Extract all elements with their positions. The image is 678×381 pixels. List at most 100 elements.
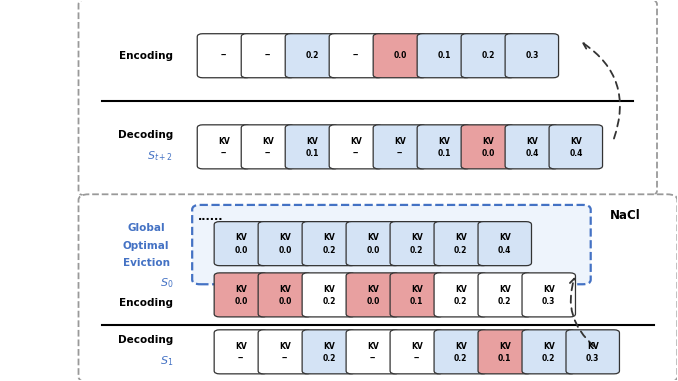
Text: KV: KV: [543, 342, 555, 351]
FancyBboxPatch shape: [549, 125, 603, 169]
FancyBboxPatch shape: [505, 125, 559, 169]
FancyBboxPatch shape: [192, 205, 591, 284]
FancyBboxPatch shape: [346, 273, 399, 317]
FancyBboxPatch shape: [197, 34, 251, 78]
Text: KV: KV: [411, 342, 422, 351]
Text: $S_{t+2}$: $S_{t+2}$: [147, 149, 174, 163]
FancyBboxPatch shape: [346, 222, 399, 266]
Text: 0.1: 0.1: [498, 354, 511, 363]
FancyBboxPatch shape: [302, 273, 355, 317]
FancyBboxPatch shape: [330, 125, 382, 169]
Text: --: --: [282, 354, 288, 363]
Text: --: --: [397, 149, 403, 158]
Text: 0.1: 0.1: [410, 297, 424, 306]
Text: 0.1: 0.1: [437, 51, 451, 60]
FancyBboxPatch shape: [214, 222, 268, 266]
Text: 0.2: 0.2: [454, 297, 467, 306]
Text: KV: KV: [543, 285, 555, 294]
Text: 0.2: 0.2: [498, 297, 511, 306]
FancyBboxPatch shape: [302, 330, 355, 374]
Text: 0.2: 0.2: [322, 354, 336, 363]
Text: Eviction: Eviction: [123, 258, 170, 267]
Text: --: --: [265, 51, 271, 60]
Text: Optimal: Optimal: [123, 240, 170, 251]
FancyBboxPatch shape: [241, 34, 295, 78]
Text: Encoding: Encoding: [119, 51, 174, 61]
FancyBboxPatch shape: [434, 330, 487, 374]
Text: KV: KV: [279, 342, 291, 351]
Text: Global: Global: [127, 224, 165, 234]
FancyBboxPatch shape: [258, 273, 312, 317]
Text: 0.4: 0.4: [525, 149, 538, 158]
FancyBboxPatch shape: [478, 222, 532, 266]
Text: KV: KV: [367, 285, 379, 294]
Text: --: --: [353, 51, 359, 60]
FancyBboxPatch shape: [434, 222, 487, 266]
Text: 0.1: 0.1: [305, 149, 319, 158]
Text: 0.0: 0.0: [234, 246, 247, 255]
FancyBboxPatch shape: [373, 34, 426, 78]
Text: 0.0: 0.0: [481, 149, 494, 158]
Text: KV: KV: [350, 137, 362, 146]
FancyBboxPatch shape: [285, 34, 339, 78]
Text: KV: KV: [438, 137, 450, 146]
Text: KV: KV: [526, 137, 538, 146]
FancyBboxPatch shape: [241, 125, 295, 169]
Text: KV: KV: [455, 234, 466, 242]
Text: KV: KV: [306, 137, 318, 146]
Text: 0.2: 0.2: [305, 51, 319, 60]
FancyBboxPatch shape: [390, 222, 443, 266]
FancyBboxPatch shape: [417, 125, 471, 169]
FancyBboxPatch shape: [522, 330, 576, 374]
Text: KV: KV: [455, 285, 466, 294]
FancyBboxPatch shape: [566, 330, 620, 374]
Text: KV: KV: [235, 285, 247, 294]
FancyBboxPatch shape: [417, 34, 471, 78]
FancyBboxPatch shape: [302, 222, 355, 266]
Text: ......: ......: [198, 212, 223, 222]
Text: 0.2: 0.2: [481, 51, 494, 60]
FancyBboxPatch shape: [197, 125, 251, 169]
Text: NaCl: NaCl: [610, 209, 641, 222]
Text: 0.3: 0.3: [586, 354, 599, 363]
Text: --: --: [221, 149, 227, 158]
Text: --: --: [414, 354, 420, 363]
Text: $S_1$: $S_1$: [160, 354, 174, 368]
Text: KV: KV: [499, 285, 511, 294]
Text: 0.1: 0.1: [437, 149, 451, 158]
Text: KV: KV: [235, 234, 247, 242]
Text: 0.4: 0.4: [569, 149, 582, 158]
Text: --: --: [221, 51, 227, 60]
Text: $S_0$: $S_0$: [160, 277, 174, 290]
Text: --: --: [265, 149, 271, 158]
Text: KV: KV: [499, 342, 511, 351]
Text: KV: KV: [367, 234, 379, 242]
Text: KV: KV: [411, 234, 422, 242]
FancyBboxPatch shape: [79, 0, 657, 196]
Text: KV: KV: [455, 342, 466, 351]
FancyBboxPatch shape: [390, 273, 443, 317]
FancyBboxPatch shape: [214, 330, 268, 374]
FancyBboxPatch shape: [478, 330, 532, 374]
Text: 0.3: 0.3: [525, 51, 538, 60]
Text: KV: KV: [235, 342, 247, 351]
Text: KV: KV: [570, 137, 582, 146]
Text: KV: KV: [587, 342, 599, 351]
FancyBboxPatch shape: [434, 273, 487, 317]
Text: 0.0: 0.0: [393, 51, 407, 60]
FancyBboxPatch shape: [390, 330, 443, 374]
Text: Decoding: Decoding: [118, 130, 174, 141]
FancyBboxPatch shape: [258, 222, 312, 266]
Text: 0.0: 0.0: [366, 246, 380, 255]
FancyBboxPatch shape: [346, 330, 399, 374]
FancyBboxPatch shape: [478, 273, 532, 317]
Text: KV: KV: [279, 234, 291, 242]
Text: KV: KV: [499, 234, 511, 242]
FancyBboxPatch shape: [373, 125, 426, 169]
Text: 0.4: 0.4: [498, 246, 511, 255]
Text: 0.2: 0.2: [322, 297, 336, 306]
FancyBboxPatch shape: [214, 273, 268, 317]
Text: KV: KV: [323, 285, 335, 294]
Text: 0.0: 0.0: [278, 246, 292, 255]
FancyBboxPatch shape: [505, 34, 559, 78]
